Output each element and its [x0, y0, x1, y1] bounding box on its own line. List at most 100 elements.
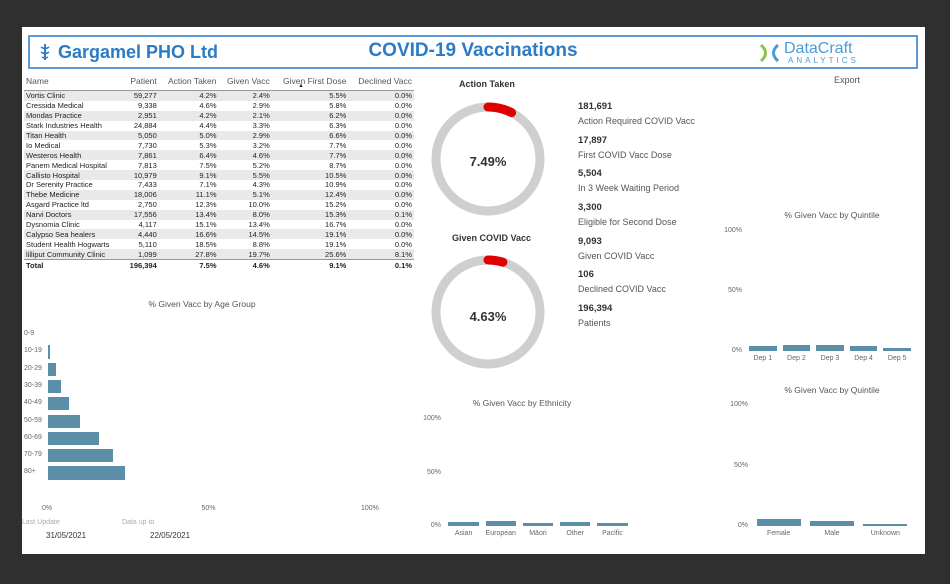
given-vacc-gauge: [431, 255, 545, 369]
ethnicity-bar[interactable]: [485, 520, 517, 526]
table-cell: Asgard Practice ltd: [26, 200, 89, 210]
gender-bar[interactable]: [756, 519, 801, 526]
sort-descending-icon[interactable]: ▲: [298, 83, 304, 89]
age-category-label: 0-9: [24, 330, 35, 337]
column-header[interactable]: Name: [24, 74, 124, 91]
table-row[interactable]: Narvi Doctors 17,556 13.4% 8.0% 15.3% 0.1%: [24, 209, 414, 220]
table-cell: Vortis Clinic: [24, 90, 124, 101]
table-row[interactable]: Titan Health 5,050 5.0% 2.9% 6.6% 0.0%: [24, 130, 414, 141]
age-axis-tick: 50%: [201, 505, 216, 512]
table-row[interactable]: lilliput Community Clinic 1,099 27.8% 19.7%…: [24, 249, 414, 260]
age-category-label: 30-39: [24, 381, 42, 389]
quintile-bar[interactable]: [749, 345, 777, 351]
table-cell: 2,951: [123, 110, 159, 121]
age-bar[interactable]: [48, 379, 61, 394]
age-bar[interactable]: [48, 449, 114, 463]
gender-bar[interactable]: [863, 524, 908, 526]
table-row[interactable]: Dr Serenity Practice 7,433 7.1% 4.3% 10.9% 0.…: [24, 180, 414, 190]
age-bar[interactable]: [48, 431, 100, 446]
table-cell: 5.0%: [158, 130, 219, 141]
table-cell: 5.2%: [252, 160, 270, 170]
quintile-bar[interactable]: [782, 345, 811, 351]
gauge-given-vacc-value: 4.63%: [469, 309, 507, 324]
table-cell: 4.2%: [158, 110, 219, 121]
table-cell: Titan Health: [24, 130, 124, 141]
gender-bar[interactable]: [810, 521, 854, 526]
ethnicity-bar[interactable]: [559, 521, 591, 526]
table-cell: 19.7%: [218, 249, 272, 260]
table-row[interactable]: Student Health Hogwarts 5,110 18.5% 8.8% 19.…: [24, 239, 414, 249]
column-header[interactable]: Given Vacc: [218, 74, 272, 91]
table-cell: 7,861: [123, 150, 159, 161]
age-bar[interactable]: [48, 397, 69, 411]
table-cell: Narvi Doctors: [24, 209, 124, 220]
age-category-label: 70-79: [24, 451, 42, 459]
table-cell: 18.5%: [195, 239, 217, 249]
ethnicity-bar[interactable]: [448, 522, 479, 526]
table-cell: Mondas Practice: [24, 110, 124, 121]
table-cell: 9,338: [138, 101, 157, 111]
table-row[interactable]: Asgard Practice ltd 2,750 12.3% 10.0% 15.2% 0…: [24, 200, 414, 210]
kpi-patients-label: Patients: [578, 318, 611, 328]
table-cell: 4.3%: [252, 180, 270, 190]
total-cell: Total: [24, 259, 124, 271]
kpi-eligible-value: 3,300: [578, 202, 602, 213]
table-cell: 4.6%: [218, 150, 272, 161]
table-row[interactable]: Thebe Medicine 18,006 11.1% 5.1% 12.4% 0.0%: [24, 189, 414, 200]
table-cell: 4,440: [123, 229, 159, 240]
table-cell: 13.4%: [158, 209, 219, 220]
quintile-bar[interactable]: [883, 348, 911, 351]
age-bar[interactable]: [48, 414, 80, 428]
kpi-action-required-label: Action Required COVID Vacc: [578, 116, 695, 126]
table-cell: 12.3%: [195, 200, 217, 210]
age-bar[interactable]: [48, 362, 56, 376]
table-body: Vortis Clinic 59,277 4.2% 2.4% 5.5% 0.0% Cress…: [24, 90, 414, 260]
table-cell: 0.0%: [394, 140, 412, 150]
table-cell: 0.0%: [348, 130, 414, 141]
ethnicity-category-label: Pacific: [602, 530, 623, 537]
quintile-bar[interactable]: [849, 346, 878, 351]
table-row[interactable]: Westeros Health 7,861 6.4% 4.6% 7.7% 0.0%: [24, 150, 414, 161]
quintile-bar[interactable]: [816, 345, 844, 351]
table-cell: 8.1%: [348, 249, 414, 260]
age-category-label: 20-29: [24, 364, 42, 372]
table-cell: 9.1%: [158, 170, 219, 181]
column-header[interactable]: Action Taken: [158, 74, 219, 91]
table-row[interactable]: Callisto Hospital 10,979 9.1% 5.5% 10.5% 0.0%: [24, 170, 414, 181]
table-row[interactable]: Cressida Medical 9,338 4.6% 2.9% 5.8% 0.0%: [24, 101, 414, 111]
table-row[interactable]: Mondas Practice 2,951 4.2% 2.1% 6.2% 0.0%: [24, 110, 414, 121]
column-header[interactable]: Given First Dose: [271, 74, 349, 91]
table-cell: 16.7%: [325, 220, 347, 230]
ethnicity-axis-tick: 50%: [426, 468, 441, 476]
column-header[interactable]: Patient: [123, 74, 159, 91]
gender-category-label: Unknown: [870, 530, 900, 537]
table-cell: 15.1%: [195, 220, 217, 230]
table-cell: 4,117: [138, 220, 157, 230]
gender-axis-tick: 0%: [737, 522, 748, 529]
table-row[interactable]: Panem Medical Hospital 7,813 7.5% 5.2% 8.7% 0…: [24, 160, 414, 170]
age-chart-title: % Given Vacc by Age Group: [148, 299, 256, 309]
quintile-category-label: Dep 1: [753, 355, 773, 362]
ethnicity-category-label: Asian: [454, 530, 473, 537]
table-row[interactable]: Dysnomia Clinic 4,117 15.1% 13.4% 16.7% 0.0%: [24, 220, 414, 230]
table-cell: 0.0%: [348, 229, 414, 240]
table-cell: 7,730: [138, 140, 157, 150]
table-cell: 11.1%: [158, 189, 219, 200]
table-cell: 7,433: [138, 180, 157, 190]
table-cell: Stark Industries Health: [26, 121, 102, 131]
quintile-axis-tick: 0%: [731, 347, 742, 354]
age-bar[interactable]: [48, 345, 50, 359]
gauge-action-taken-value: 7.49%: [469, 154, 507, 169]
age-bar[interactable]: [48, 466, 125, 480]
column-header[interactable]: Declined Vacc: [348, 74, 414, 91]
table-row[interactable]: Stark Industries Health 24,884 4.4% 3.3% 6.3…: [24, 121, 414, 131]
ethnicity-bar[interactable]: [597, 523, 628, 526]
table-row[interactable]: Io Medical 7,730 5.3% 3.2% 7.7% 0.0%: [24, 140, 414, 150]
table-row[interactable]: Calypso Sea healers 4,440 16.6% 14.5% 19.1% 0…: [24, 229, 414, 240]
export-button[interactable]: Export: [834, 75, 861, 85]
ethnicity-bar[interactable]: [522, 523, 554, 526]
table-row[interactable]: Vortis Clinic 59,277 4.2% 2.4% 5.5% 0.0%: [24, 90, 414, 101]
table-cell: 2.1%: [218, 110, 272, 121]
ethnicity-category-label: Other: [566, 530, 584, 537]
table-cell: Io Medical: [26, 140, 61, 150]
